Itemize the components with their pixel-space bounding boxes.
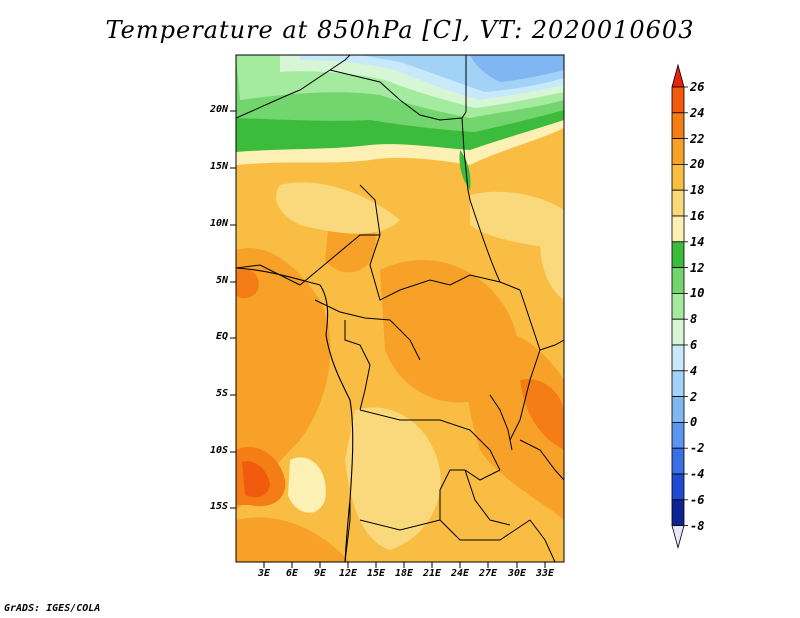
lat-label-15n: 15N xyxy=(209,161,228,172)
colorbar-label: 18 xyxy=(690,183,705,198)
lat-label-15s: 15S xyxy=(209,501,228,512)
lat-label-eq: EQ xyxy=(215,331,228,342)
colorbar-box xyxy=(671,473,685,501)
colorbar-label: -8 xyxy=(690,518,705,533)
lon-label-18e: 18E xyxy=(394,568,414,579)
colorbar-box xyxy=(671,370,685,397)
colorbar-label: -4 xyxy=(690,467,705,481)
colorbar-label: 26 xyxy=(690,80,705,94)
colorbar-box xyxy=(671,292,685,320)
lon-label-21e: 21E xyxy=(422,568,442,579)
axis-ticks xyxy=(230,110,546,568)
colorbar-top-triangle xyxy=(671,63,685,88)
colorbar-label: -2 xyxy=(690,441,705,456)
lon-label-33e: 33E xyxy=(535,568,555,579)
colorbar-box xyxy=(671,86,685,114)
colorbar-label: 0 xyxy=(690,415,698,430)
temperature-field xyxy=(236,55,564,562)
lon-label-27e: 27E xyxy=(478,568,498,579)
colorbar-box xyxy=(671,447,685,475)
colorbar-label: 22 xyxy=(690,131,705,146)
colorbar-box xyxy=(671,318,685,346)
lon-label-24e: 24E xyxy=(450,568,470,579)
colorbar-label: 20 xyxy=(690,157,705,172)
colorbar-label: 24 xyxy=(690,105,705,120)
colorbar-label: 16 xyxy=(690,209,705,223)
colorbar-box xyxy=(671,499,685,526)
grads-credit: GrADS: IGES/COLA xyxy=(4,603,101,614)
colorbar-label: 12 xyxy=(690,260,705,275)
colorbar-box xyxy=(671,138,685,165)
coastline xyxy=(236,267,354,562)
lat-label-5n: 5N xyxy=(215,275,228,286)
map-title: Temperature at 850hPa [C], VT: 202001060… xyxy=(105,16,695,44)
lon-label-3e: 3E xyxy=(257,568,271,579)
colorbar-label: 8 xyxy=(690,312,698,327)
lat-label-20n: 20N xyxy=(209,104,228,115)
colorbar-box xyxy=(671,396,685,423)
lon-label-12e: 12E xyxy=(338,568,358,579)
colorbar-box xyxy=(671,189,685,217)
colorbar-box xyxy=(671,215,685,243)
colorbar-label: 4 xyxy=(690,363,698,378)
colorbar-box xyxy=(671,344,685,372)
lon-label-15e: 15E xyxy=(366,568,386,579)
colorbar-label: 6 xyxy=(690,338,698,352)
lat-label-5s: 5S xyxy=(215,388,228,399)
lon-label-6e: 6E xyxy=(285,568,299,579)
colorbar-label: 10 xyxy=(690,286,705,301)
lat-label-10n: 10N xyxy=(209,218,228,229)
lat-label-10s: 10S xyxy=(209,445,228,456)
colorbar-box xyxy=(671,267,685,294)
colorbar-label: -6 xyxy=(690,492,705,507)
map-frame xyxy=(235,54,565,563)
colorbar-box xyxy=(671,241,685,269)
colorbar-box xyxy=(671,421,685,449)
lon-label-9e: 9E xyxy=(313,568,327,579)
colorbar-box xyxy=(671,163,685,191)
colorbar-bottom-triangle xyxy=(671,525,685,550)
colorbar-label: 2 xyxy=(690,389,698,404)
colorbar-box xyxy=(671,112,685,140)
colorbar-label: 14 xyxy=(690,234,705,249)
country-borders xyxy=(236,55,564,562)
lon-label-30e: 30E xyxy=(507,568,527,579)
colorbar xyxy=(671,63,688,550)
